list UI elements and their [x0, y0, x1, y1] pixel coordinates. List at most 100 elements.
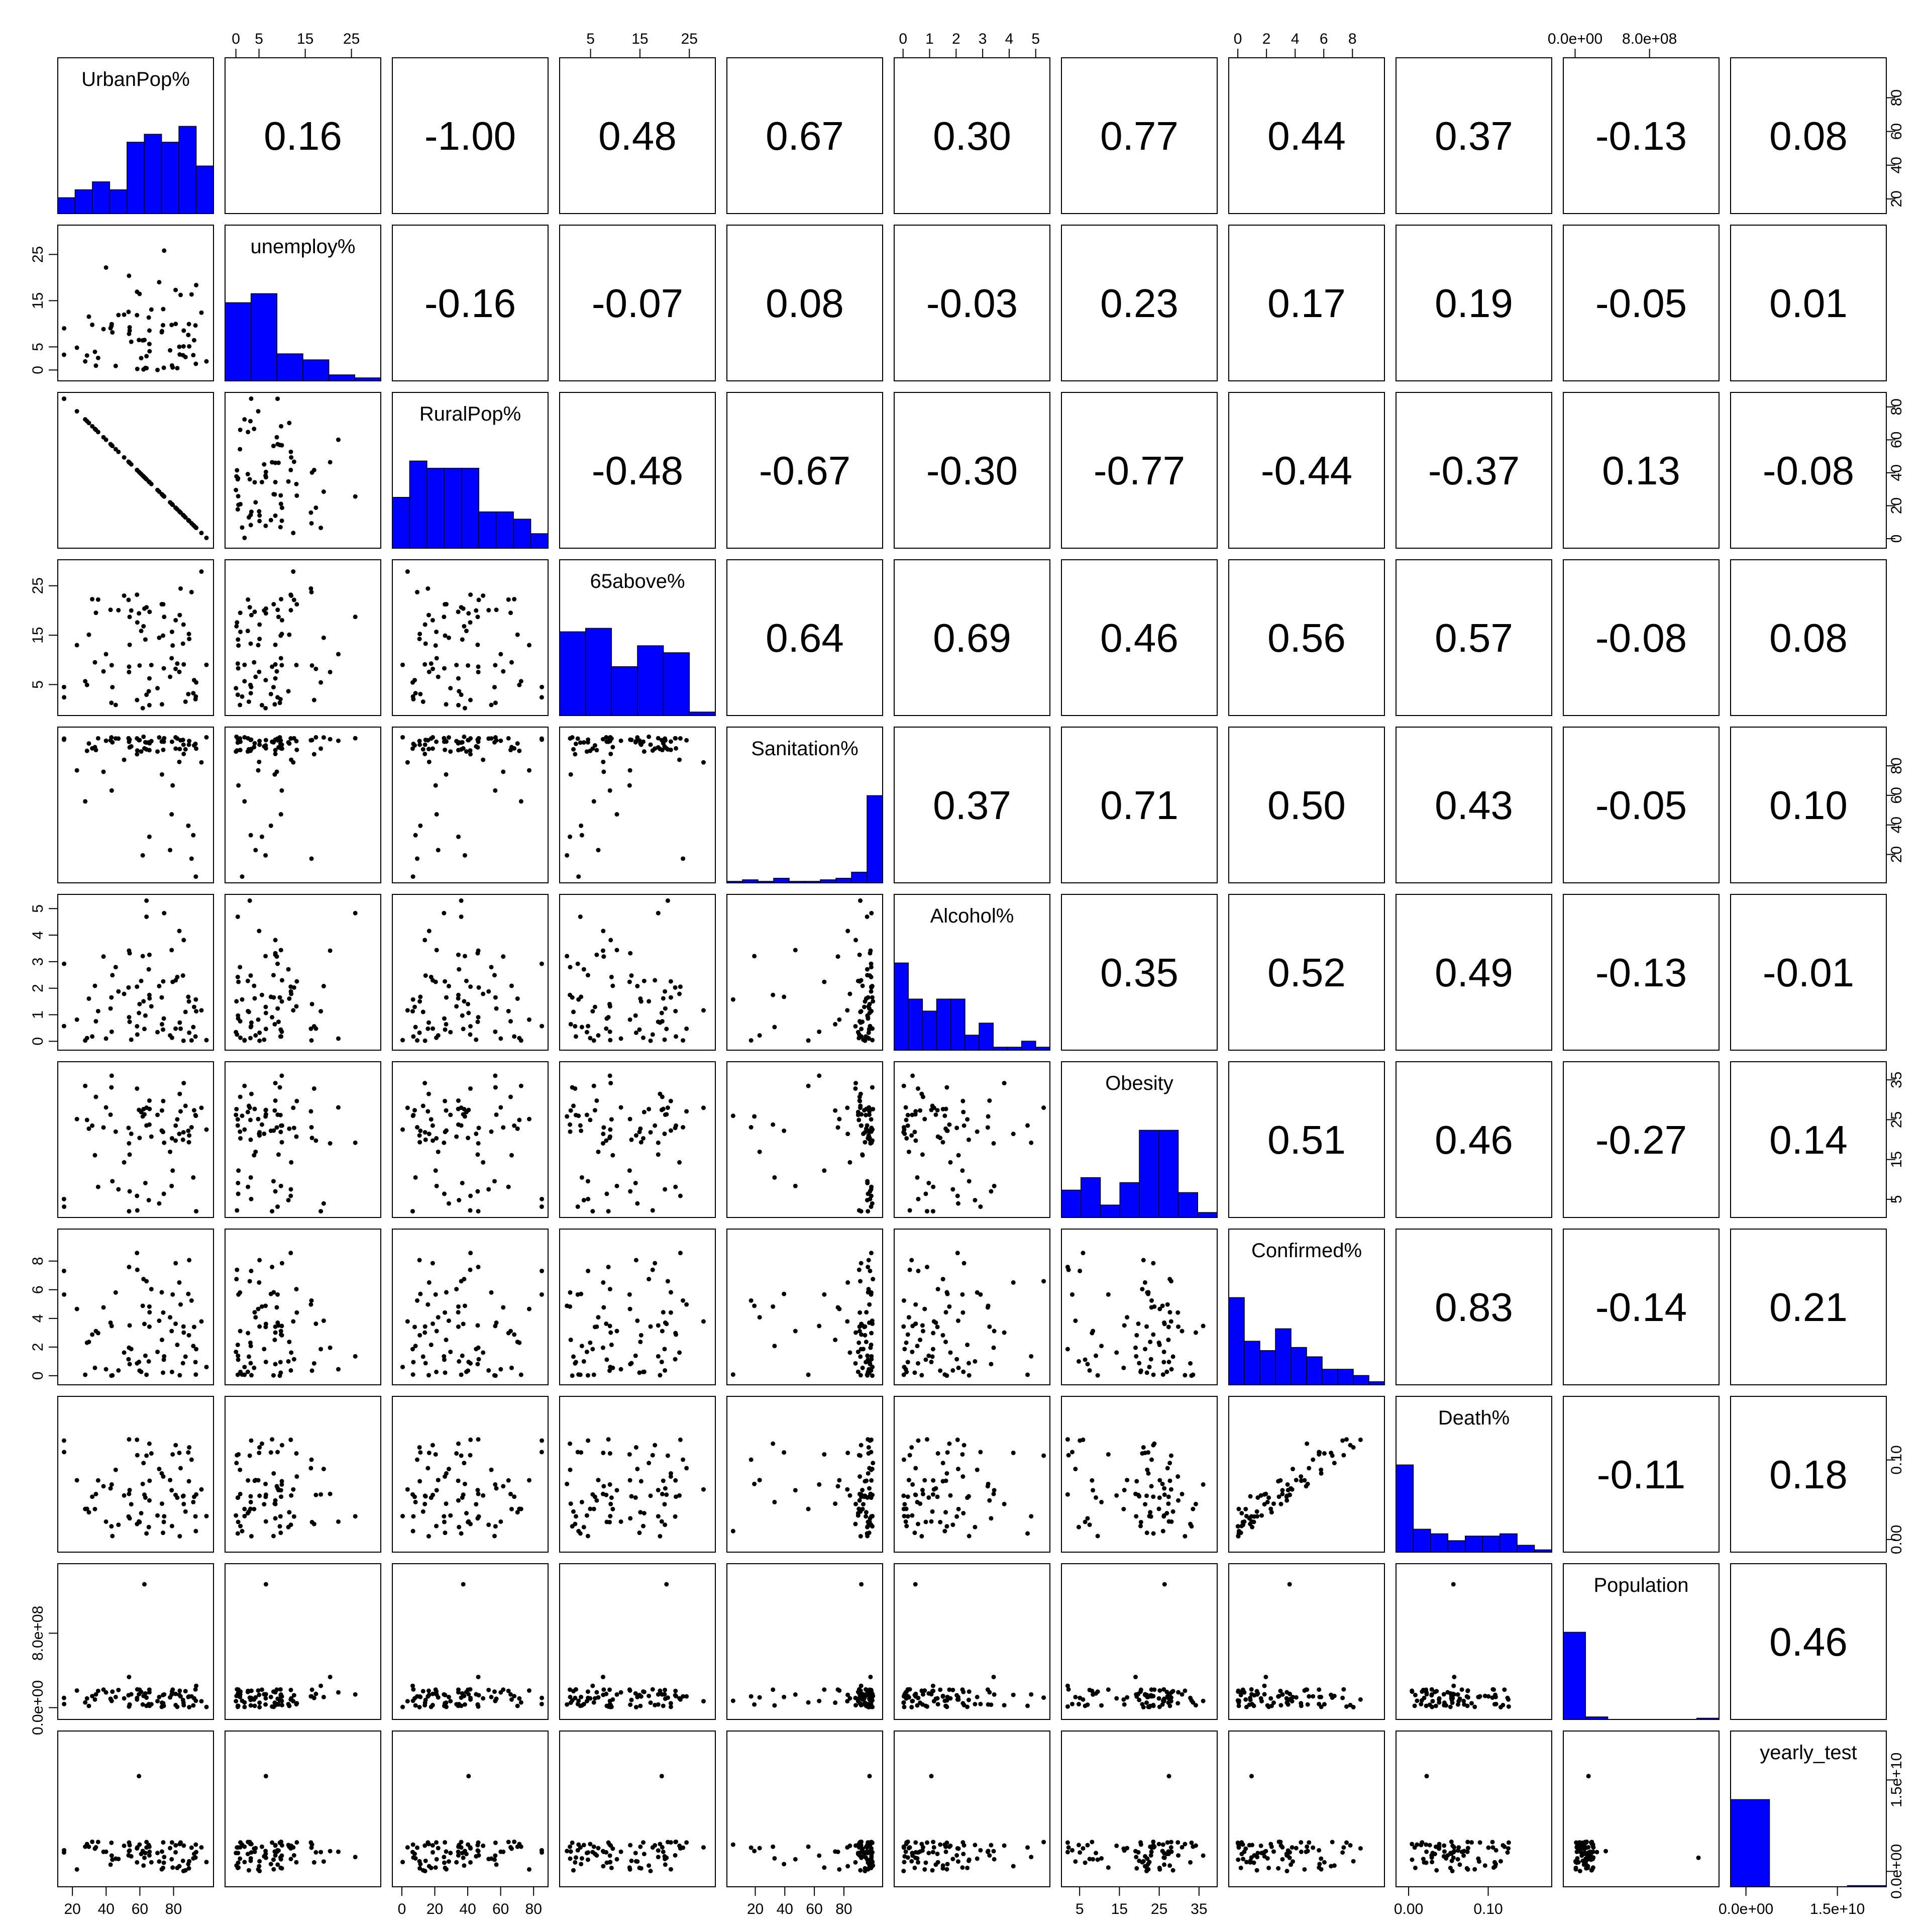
scatter-point — [415, 856, 420, 861]
bottom-axis-col8: 0.00 0.10 — [1394, 1886, 1503, 1917]
scatter-point — [492, 1534, 497, 1539]
scatter-point — [540, 1196, 545, 1201]
scatter-point — [456, 1849, 461, 1854]
scatter-point — [146, 967, 151, 972]
scatter-point — [1236, 1531, 1241, 1536]
scatter-point — [279, 1034, 284, 1039]
scatter-point — [161, 1370, 166, 1375]
scatter-point — [1160, 1303, 1165, 1308]
scatter-point — [1450, 1700, 1455, 1705]
scatter-point — [506, 1184, 511, 1189]
scatter-point — [256, 768, 261, 773]
scatter-point — [400, 735, 405, 740]
scatter-point — [489, 702, 494, 707]
scatter-point — [410, 1009, 415, 1014]
panel-r7-c1 — [225, 1229, 381, 1385]
scatter-point — [1284, 1696, 1289, 1701]
scatter-point — [475, 1488, 480, 1493]
scatter-point — [975, 1467, 980, 1472]
scatter-point — [274, 769, 279, 774]
scatter-point — [1076, 1359, 1081, 1364]
scatter-point — [175, 1117, 180, 1122]
panel-r7-c0 — [57, 1229, 214, 1385]
scatter-point — [1251, 1860, 1256, 1865]
scatter-point — [1143, 1347, 1148, 1352]
scatter-point — [870, 1373, 875, 1378]
scatter-point — [912, 1370, 917, 1375]
scatter-point — [415, 589, 420, 594]
scatter-point — [757, 1846, 762, 1851]
scatter-point — [410, 1209, 415, 1214]
scatter-point — [571, 1868, 576, 1873]
scatter-point — [113, 363, 118, 368]
scatter-point — [588, 1340, 593, 1345]
scatter-point — [1189, 1840, 1194, 1845]
scatter-point — [113, 1694, 118, 1699]
tick-label: 0.00 — [1888, 1525, 1905, 1554]
scatter-point — [101, 669, 106, 674]
scatter-point — [660, 1329, 665, 1334]
scatter-point — [938, 1368, 943, 1373]
scatter-point — [62, 1204, 67, 1209]
scatter-point — [677, 1350, 682, 1355]
tick-label: 8.0e+08 — [1622, 31, 1677, 47]
scatter-point — [1258, 1493, 1263, 1498]
histogram-bar — [1563, 1632, 1586, 1720]
scatter-point — [257, 1130, 262, 1135]
scatter-point — [772, 1703, 777, 1708]
scatter-point — [1280, 1845, 1285, 1850]
histogram-bar — [1177, 1192, 1198, 1218]
scatter-point — [938, 1842, 943, 1847]
scatter-point — [84, 353, 89, 358]
scatter-point — [422, 1700, 427, 1705]
scatter-point — [1149, 1298, 1154, 1303]
scatter-point — [400, 1513, 405, 1518]
scatter-point — [486, 607, 491, 613]
histogram-bar — [559, 631, 586, 716]
scatter-point — [113, 1467, 118, 1472]
scatter-point — [1269, 1844, 1274, 1849]
scatter-point — [238, 611, 243, 616]
histogram-bar — [1081, 1177, 1101, 1218]
correlation-label: 0.69 — [933, 616, 1011, 660]
scatter-point — [1506, 1846, 1511, 1851]
panel-r0-c4: 0.67 — [726, 57, 883, 214]
scatter-point — [601, 929, 606, 934]
scatter-point — [1344, 1840, 1349, 1845]
scatter-point — [1041, 1840, 1046, 1845]
scatter-point — [853, 1521, 858, 1527]
scatter-point — [275, 442, 280, 447]
scatter-point — [433, 643, 438, 648]
scatter-point — [987, 1498, 992, 1503]
scatter-point — [588, 1842, 593, 1847]
scatter-point — [129, 1854, 134, 1859]
scatter-point — [242, 1038, 247, 1043]
scatter-point — [1141, 1258, 1146, 1263]
scatter-point — [866, 1290, 871, 1295]
scatter-point — [591, 1372, 596, 1377]
scatter-point — [173, 1321, 178, 1326]
scatter-point — [311, 1860, 316, 1865]
scatter-point — [191, 1344, 196, 1349]
scatter-point — [238, 629, 243, 634]
scatter-point — [159, 1022, 164, 1027]
scatter-point — [902, 1860, 907, 1865]
scatter-point — [961, 1261, 967, 1266]
scatter-point — [658, 1688, 663, 1693]
histogram-bar — [1119, 1182, 1140, 1218]
scatter-point — [1122, 1848, 1127, 1853]
scatter-point — [660, 1845, 665, 1850]
scatter-point — [571, 1009, 576, 1014]
scatter-point — [1259, 1513, 1264, 1518]
scatter-point — [945, 1291, 950, 1296]
scatter-point — [248, 641, 253, 646]
scatter-point — [462, 1481, 467, 1486]
scatter-point — [923, 1519, 928, 1524]
scatter-point — [181, 1700, 186, 1705]
scatter-point — [236, 1860, 241, 1865]
scatter-point — [475, 1189, 480, 1194]
correlation-label: 0.52 — [1267, 950, 1346, 995]
scatter-point — [912, 1130, 917, 1135]
scatter-point — [109, 663, 114, 668]
scatter-point — [1262, 1850, 1267, 1855]
